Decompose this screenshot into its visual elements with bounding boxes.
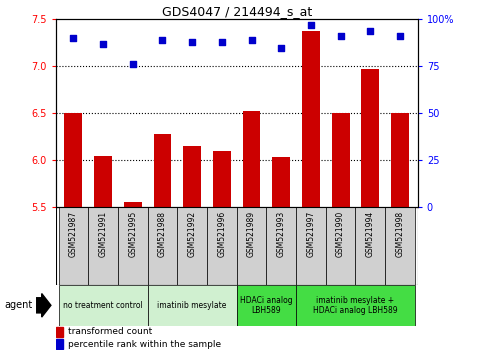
Text: GSM521996: GSM521996 bbox=[217, 211, 227, 257]
Bar bbox=[296, 207, 326, 285]
Point bbox=[248, 37, 256, 43]
Text: imatinib mesylate +
HDACi analog LBH589: imatinib mesylate + HDACi analog LBH589 bbox=[313, 296, 398, 315]
Bar bbox=[64, 113, 82, 207]
Text: HDACi analog
LBH589: HDACi analog LBH589 bbox=[240, 296, 293, 315]
Bar bbox=[124, 202, 142, 207]
Bar bbox=[272, 158, 290, 207]
Point bbox=[188, 39, 196, 45]
Text: GSM521989: GSM521989 bbox=[247, 211, 256, 257]
Point bbox=[218, 39, 226, 45]
Bar bbox=[391, 113, 409, 207]
Title: GDS4047 / 214494_s_at: GDS4047 / 214494_s_at bbox=[161, 5, 312, 18]
Point bbox=[337, 34, 344, 39]
Point bbox=[99, 41, 107, 47]
Bar bbox=[177, 207, 207, 285]
Point bbox=[158, 37, 166, 43]
Text: imatinib mesylate: imatinib mesylate bbox=[157, 301, 227, 310]
Bar bbox=[213, 151, 231, 207]
Bar bbox=[58, 285, 148, 326]
FancyArrow shape bbox=[36, 293, 51, 317]
Point bbox=[277, 45, 285, 50]
Bar bbox=[237, 207, 266, 285]
Text: GSM521988: GSM521988 bbox=[158, 211, 167, 257]
Bar bbox=[302, 31, 320, 207]
Point bbox=[396, 34, 404, 39]
Text: percentile rank within the sample: percentile rank within the sample bbox=[68, 340, 221, 349]
Text: agent: agent bbox=[5, 300, 33, 310]
Bar bbox=[355, 207, 385, 285]
Bar bbox=[207, 207, 237, 285]
Bar bbox=[58, 207, 88, 285]
Bar bbox=[326, 207, 355, 285]
Text: GSM521997: GSM521997 bbox=[306, 211, 315, 257]
Text: GSM521991: GSM521991 bbox=[99, 211, 108, 257]
Bar bbox=[118, 207, 148, 285]
Text: GSM521998: GSM521998 bbox=[396, 211, 404, 257]
Point bbox=[367, 28, 374, 34]
Text: GSM521994: GSM521994 bbox=[366, 211, 375, 257]
Point bbox=[307, 22, 315, 28]
Text: no treatment control: no treatment control bbox=[63, 301, 143, 310]
Bar bbox=[242, 112, 260, 207]
Point bbox=[70, 35, 77, 41]
Bar bbox=[332, 113, 350, 207]
Bar bbox=[385, 207, 415, 285]
Bar bbox=[56, 327, 63, 337]
Bar bbox=[361, 69, 379, 207]
Bar bbox=[237, 285, 296, 326]
Point bbox=[129, 62, 137, 67]
Bar bbox=[148, 285, 237, 326]
Text: GSM521987: GSM521987 bbox=[69, 211, 78, 257]
Bar bbox=[88, 207, 118, 285]
Bar bbox=[266, 207, 296, 285]
Bar bbox=[154, 134, 171, 207]
Text: transformed count: transformed count bbox=[68, 327, 153, 336]
Text: GSM521993: GSM521993 bbox=[277, 211, 286, 257]
Text: GSM521992: GSM521992 bbox=[187, 211, 197, 257]
Bar bbox=[56, 339, 63, 349]
Bar bbox=[148, 207, 177, 285]
Text: GSM521995: GSM521995 bbox=[128, 211, 137, 257]
Bar bbox=[183, 146, 201, 207]
Bar bbox=[296, 285, 415, 326]
Bar bbox=[94, 156, 112, 207]
Text: GSM521990: GSM521990 bbox=[336, 211, 345, 257]
